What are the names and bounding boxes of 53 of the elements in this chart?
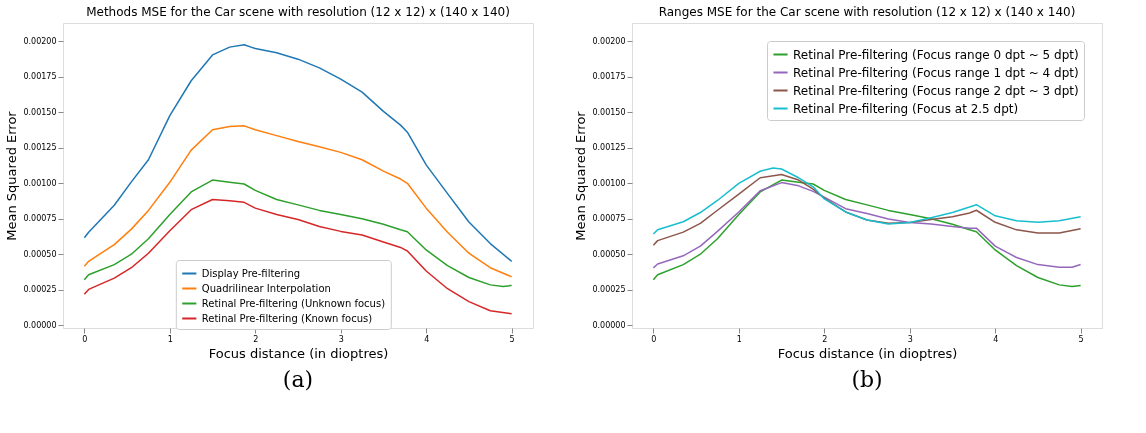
legend-label: Retinal Pre-filtering (Focus range 1 dpt ~ 4 dpt) xyxy=(793,65,1079,80)
x-tick-label: 3 xyxy=(907,334,913,344)
legend-label: Retinal Pre-filtering (Unknown focus) xyxy=(201,297,386,309)
y-axis-title: Mean Squared Error xyxy=(573,110,589,241)
line-series xyxy=(652,173,1082,246)
y-tick-label: 0.00000 xyxy=(592,320,626,330)
x-tick-label: 5 xyxy=(509,334,515,344)
x-axis-title: Focus distance (in dioptres) xyxy=(208,345,389,361)
x-tick-label: 2 xyxy=(253,334,259,344)
chart-title: Ranges MSE for the Car scene with resolution (12 x 12) x (140 x 140) xyxy=(658,5,1076,19)
legend-label: Display Pre-filtering xyxy=(201,267,301,279)
x-tick-label: 4 xyxy=(424,334,430,344)
y-tick-label: 0.00100 xyxy=(23,178,57,188)
line-series xyxy=(83,125,513,278)
y-tick-label: 0.00050 xyxy=(592,249,626,259)
x-tick-label: 3 xyxy=(338,334,344,344)
x-axis-title: Focus distance (in dioptres) xyxy=(777,345,958,361)
y-tick-label: 0.00100 xyxy=(592,178,626,188)
y-tick-label: 0.00200 xyxy=(592,36,626,46)
y-tick-label: 0.00150 xyxy=(592,107,626,117)
y-tick-label: 0.00125 xyxy=(23,143,57,153)
x-tick-label: 4 xyxy=(993,334,999,344)
line-series xyxy=(652,167,1082,235)
x-tick-label: 2 xyxy=(822,334,828,344)
x-tick-label: 1 xyxy=(736,334,742,344)
x-tick-label: 5 xyxy=(1078,334,1084,344)
chart-title: Methods MSE for the Car scene with resolution (12 x 12) x (140 x 140) xyxy=(86,5,510,19)
y-tick-label: 0.00200 xyxy=(23,36,57,46)
legend-label: Retinal Pre-filtering (Focus at 2.5 dpt) xyxy=(793,101,1019,116)
legend-label: Quadrilinear Interpolation xyxy=(201,282,331,294)
y-tick-label: 0.00125 xyxy=(592,143,626,153)
y-tick-label: 0.00175 xyxy=(23,72,57,82)
x-tick-label: 0 xyxy=(651,334,657,344)
text: (b) xyxy=(851,367,883,392)
x-tick-label: 0 xyxy=(82,334,88,344)
y-tick-label: 0.00075 xyxy=(23,214,57,224)
y-tick-label: 0.00150 xyxy=(23,107,57,117)
legend-label: Retinal Pre-filtering (Focus range 0 dpt ~ 5 dpt) xyxy=(793,47,1079,62)
y-tick-label: 0.00025 xyxy=(592,285,626,295)
line-series xyxy=(652,181,1082,269)
y-tick-label: 0.00175 xyxy=(592,72,626,82)
y-axis-title: Mean Squared Error xyxy=(4,110,20,241)
legend-label: Retinal Pre-filtering (Focus range 2 dpt ~ 3 dpt) xyxy=(793,83,1079,98)
text: (a) xyxy=(282,367,314,392)
y-tick-label: 0.00000 xyxy=(23,320,57,330)
line-series xyxy=(83,43,513,263)
line-series xyxy=(652,179,1082,288)
x-tick-label: 1 xyxy=(167,334,173,344)
y-tick-label: 0.00050 xyxy=(23,249,57,259)
line-series xyxy=(83,198,513,315)
legend-label: Retinal Pre-filtering (Known focus) xyxy=(201,312,373,324)
y-tick-label: 0.00025 xyxy=(23,285,57,295)
y-tick-label: 0.00075 xyxy=(592,214,626,224)
